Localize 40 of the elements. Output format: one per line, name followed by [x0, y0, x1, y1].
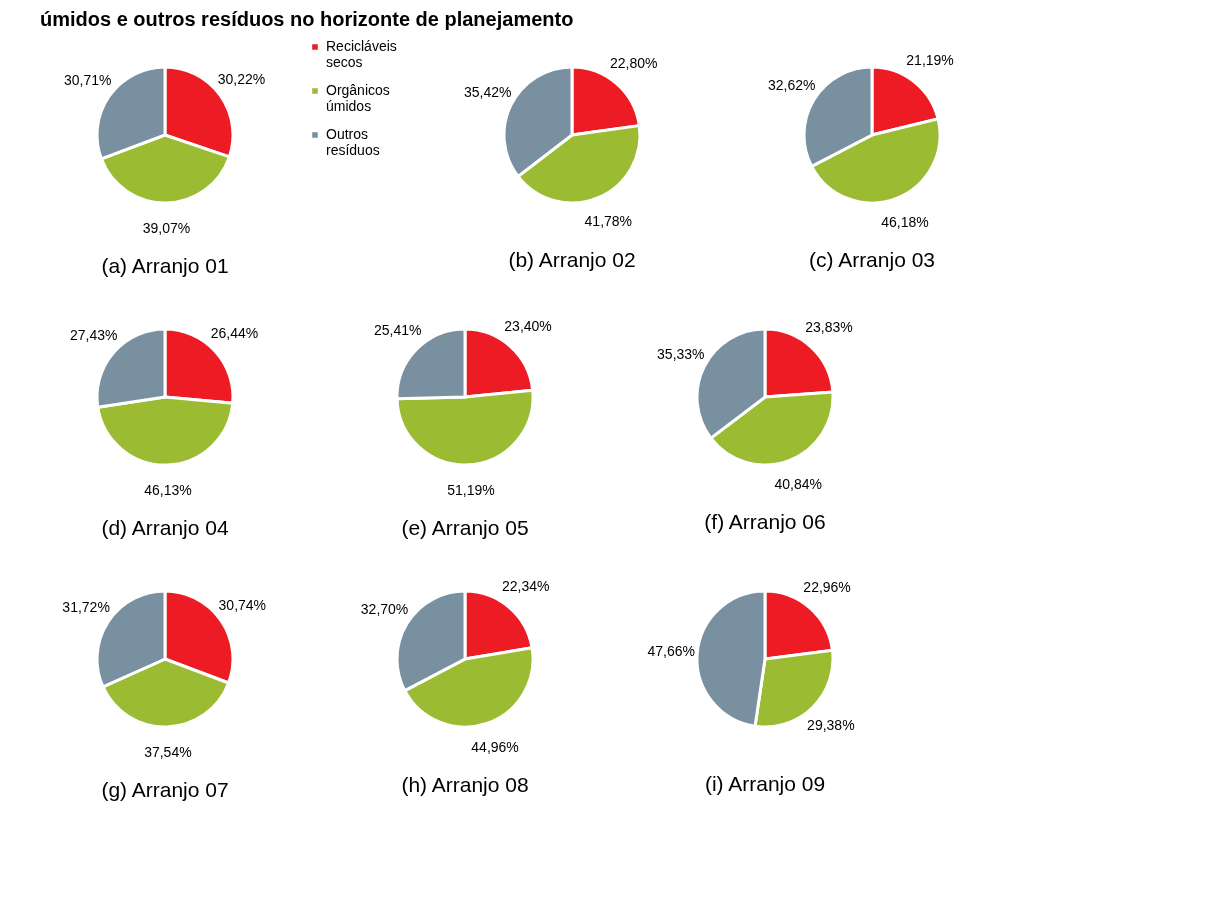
data-label: 29,38% [807, 717, 855, 734]
legend-label: Recicláveis secos [326, 38, 397, 70]
text: (c) Arranjo 03 [808, 248, 936, 271]
data-label: 41,78% [584, 212, 633, 229]
text: (g) Arranjo 07 [101, 777, 229, 801]
data-label: 30,22% [217, 71, 266, 88]
legend-label: Orgânicos úmidos [326, 82, 390, 114]
text: (f) Arranjo 06 [704, 510, 826, 533]
data-label: 30,74% [218, 596, 267, 613]
data-label: 25,41% [373, 322, 422, 339]
data-label: 27,43% [69, 326, 118, 343]
data-label: 31,72% [62, 598, 110, 615]
data-label: 35,42% [463, 84, 512, 101]
data-label: 47,66% [647, 643, 695, 660]
text: (a) Arranjo 01 [101, 253, 229, 277]
data-label: 32,62% [767, 77, 816, 94]
data-label: 22,80% [609, 55, 658, 72]
data-label: 40,84% [774, 475, 822, 492]
data-label: 26,44% [210, 324, 259, 341]
data-label: 51,19% [447, 481, 495, 498]
text: (b) Arranjo 02 [508, 248, 636, 271]
text: úmidos e outros resíduos no horizonte de planejamento [40, 8, 574, 30]
data-label: 37,54% [144, 743, 192, 760]
legend-label: Outros resíduos [326, 126, 380, 158]
data-label: 32,70% [360, 601, 409, 618]
data-label: 35,33% [657, 346, 705, 363]
data-label: 44,96% [471, 739, 519, 756]
text: (e) Arranjo 05 [401, 515, 529, 539]
data-label: 39,07% [142, 219, 191, 236]
data-label: 22,96% [803, 579, 851, 596]
text: (h) Arranjo 08 [401, 773, 529, 797]
data-label: 30,71% [64, 72, 112, 89]
data-label: 22,34% [501, 578, 550, 595]
text: (d) Arranjo 04 [101, 515, 229, 539]
data-label: 23,83% [805, 319, 853, 336]
data-label: 46,13% [144, 481, 192, 498]
data-label: 21,19% [906, 52, 954, 69]
text: (i) Arranjo 09 [704, 772, 826, 795]
data-label: 23,40% [504, 318, 552, 335]
data-label: 46,18% [881, 214, 929, 230]
